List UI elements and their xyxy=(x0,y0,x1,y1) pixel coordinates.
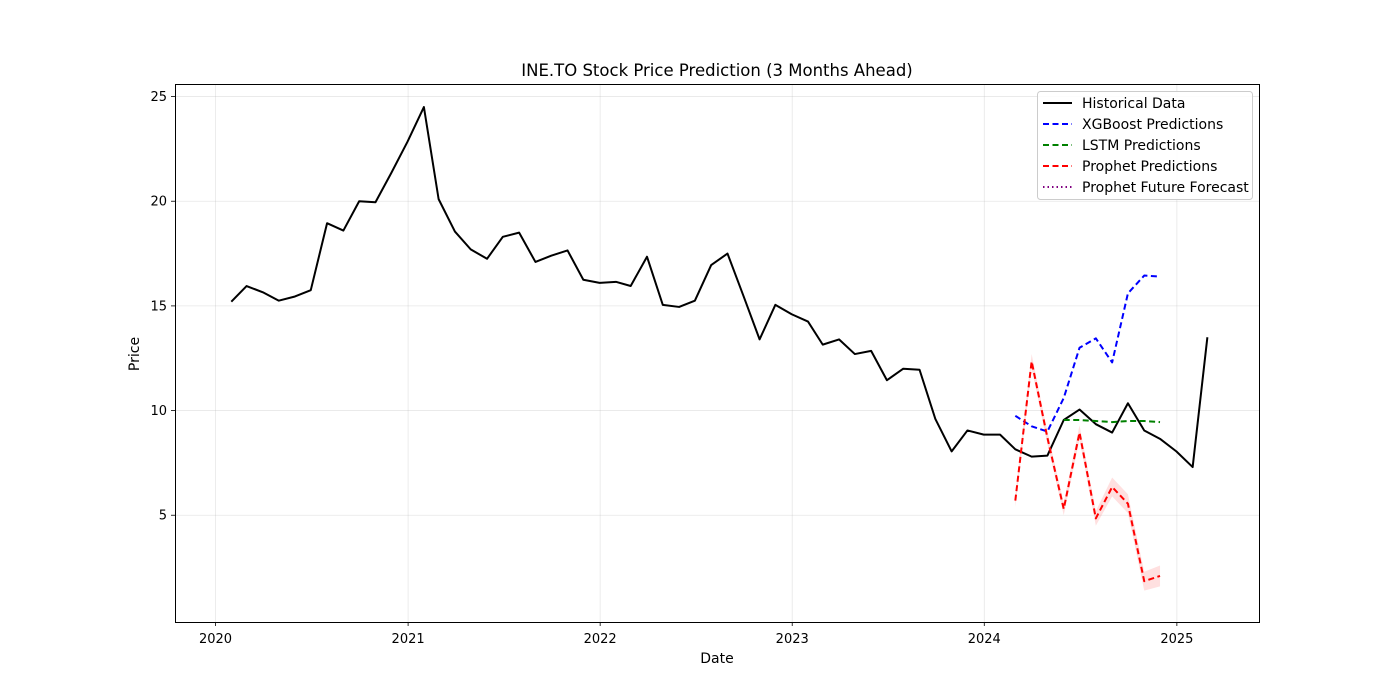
plot-frame xyxy=(175,84,1260,623)
series-lines xyxy=(230,106,1209,583)
y-axis-ticks: 5 10 15 20 25 xyxy=(150,90,175,524)
legend-label-xgboost-predictions: XGBoost Predictions xyxy=(1082,117,1223,133)
x-tick-label: 2020 xyxy=(199,632,232,647)
y-tick-label: 15 xyxy=(150,299,167,314)
y-axis-title: Price xyxy=(127,337,143,371)
x-axis-ticks: 2020 2021 2022 2023 2024 2025 xyxy=(199,622,1193,647)
lstm-predictions-line xyxy=(1063,418,1161,424)
legend-label-prophet-predictions: Prophet Predictions xyxy=(1082,159,1217,175)
y-tick-label: 5 xyxy=(159,509,167,524)
legend-label-prophet-future-forecast: Prophet Future Forecast xyxy=(1082,180,1249,196)
x-tick-label: 2025 xyxy=(1160,632,1193,647)
x-axis-title: Date xyxy=(700,651,733,667)
legend-label-lstm-predictions: LSTM Predictions xyxy=(1082,138,1201,154)
historical-data-line xyxy=(230,106,1209,469)
x-tick-label: 2023 xyxy=(776,632,809,647)
legend-box xyxy=(1037,91,1253,200)
y-tick-label: 20 xyxy=(150,195,167,210)
y-tick-label: 25 xyxy=(150,90,167,105)
prophet-predictions-line xyxy=(1014,360,1161,583)
chart-title: INE.TO Stock Price Prediction (3 Months … xyxy=(521,61,912,80)
x-tick-label: 2021 xyxy=(392,632,425,647)
x-tick-label: 2024 xyxy=(968,632,1001,647)
legend-label-historical-data: Historical Data xyxy=(1082,96,1185,112)
x-tick-label: 2022 xyxy=(584,632,617,647)
xgboost-predictions-line xyxy=(1014,274,1161,433)
y-tick-label: 10 xyxy=(150,404,167,419)
legend: Historical Data XGBoost Predictions LSTM P… xyxy=(1037,91,1253,200)
